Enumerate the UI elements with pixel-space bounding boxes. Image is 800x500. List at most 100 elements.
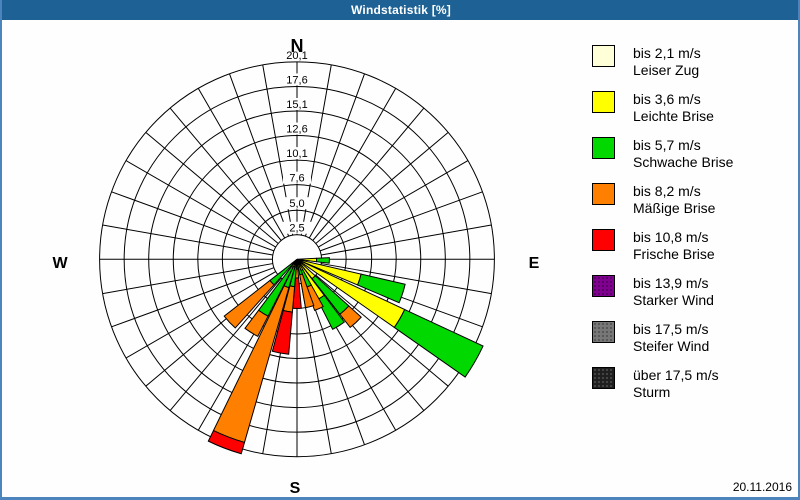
legend-label: über 17,5 m/s Sturm [633, 367, 719, 401]
legend-speed-range: über 17,5 m/s [633, 367, 719, 383]
legend-item: über 17,5 m/s Sturm [592, 367, 797, 401]
legend-label: bis 3,6 m/s Leichte Brise [633, 91, 714, 125]
legend-label: bis 10,8 m/s Frische Brise [633, 229, 715, 263]
legend-class-name: Sturm [633, 384, 671, 400]
date-stamp: 20.11.2016 [732, 480, 792, 494]
compass-south-label: S [290, 480, 301, 497]
petal-segment-green [393, 308, 484, 378]
legend-speed-range: bis 5,7 m/s [633, 137, 701, 153]
legend-item: bis 13,9 m/s Starker Wind [592, 275, 797, 309]
legend-color-swatch [592, 91, 615, 113]
compass-east-label: E [529, 255, 540, 272]
legend-speed-range: bis 17,5 m/s [633, 321, 709, 337]
grid-spoke [319, 191, 483, 252]
windrose-petals [207, 257, 484, 455]
legend-label: bis 5,7 m/s Schwache Brise [633, 137, 733, 171]
legend-color-swatch [592, 183, 615, 205]
grid-spoke [315, 132, 449, 244]
legend-class-name: Mäßige Brise [633, 200, 716, 216]
legend-class-name: Leichte Brise [633, 108, 714, 124]
radial-axis-labels: 2,5 5,0 7,6 10,1 12,6 15,1 17,6 20,1 [283, 48, 311, 235]
legend-color-swatch [592, 321, 615, 343]
legend-color-swatch [592, 45, 615, 67]
petal-segment-orange [339, 305, 362, 329]
polar-grid [99, 61, 495, 458]
legend-item: bis 5,7 m/s Schwache Brise [592, 137, 797, 171]
compass-west-label: W [52, 255, 68, 272]
legend-class-name: Frische Brise [633, 246, 715, 262]
petal-segment-red [207, 429, 246, 455]
legend-class-name: Leiser Zug [633, 62, 700, 78]
legend-speed-range: bis 13,9 m/s [633, 275, 709, 291]
legend-color-swatch [592, 137, 615, 159]
grid-spoke [169, 107, 282, 241]
grid-spoke [321, 263, 492, 295]
legend-speed-range: bis 2,1 m/s [633, 45, 701, 61]
legend-speed-range: bis 8,2 m/s [633, 183, 701, 199]
axis-tick-label: 10,1 [286, 148, 307, 160]
axis-tick-label: 15,1 [286, 99, 307, 111]
grid-spoke [300, 283, 332, 454]
grid-spoke [308, 88, 397, 239]
compass-labels: N S W E [52, 36, 539, 497]
axis-label-backing [283, 147, 311, 160]
axis-tick-label: 12,6 [286, 124, 307, 136]
grid-spoke [318, 160, 469, 248]
axis-label-backing [283, 122, 311, 135]
axis-tick-label: 7,6 [289, 173, 304, 185]
grid-spoke [321, 224, 492, 256]
legend-item: bis 17,5 m/s Steifer Wind [592, 321, 797, 355]
petal-segment-red [271, 309, 293, 355]
legend-class-name: Steifer Wind [633, 338, 710, 354]
grid-spoke [145, 132, 279, 244]
axis-label-backing [283, 197, 311, 210]
legend-item: bis 8,2 m/s Mäßige Brise [592, 183, 797, 217]
window-title: Windstatistik [%] [2, 0, 798, 20]
grid-spoke [315, 274, 449, 387]
grid-spoke [304, 73, 365, 237]
axis-label-backing [283, 98, 311, 111]
legend-speed-range: bis 3,6 m/s [633, 91, 701, 107]
grid-spoke [197, 88, 286, 239]
petal-segment-green [315, 257, 330, 264]
legend-speed-range: bis 10,8 m/s [633, 229, 709, 245]
axis-label-backing [283, 171, 311, 184]
legend-item: bis 10,8 m/s Frische Brise [592, 229, 797, 263]
legend-label: bis 13,9 m/s Starker Wind [633, 275, 714, 309]
axis-tick-label: 20,1 [286, 50, 307, 62]
grid-spoke [169, 277, 282, 411]
petal-segment-orange [244, 309, 269, 337]
legend-class-name: Starker Wind [633, 292, 714, 308]
legend-item: bis 3,6 m/s Leichte Brise [592, 91, 797, 125]
axis-tick-label: 17,6 [286, 74, 307, 86]
petal-segment-green [316, 294, 345, 330]
axis-tick-label: 2,5 [289, 223, 304, 235]
grid-spoke [102, 263, 273, 295]
axis-label-backing [283, 48, 311, 61]
grid-spoke [102, 224, 273, 256]
axis-label-backing [283, 73, 311, 86]
wind-class-legend: bis 2,1 m/s Leiser Zug bis 3,6 m/s Leichte … [592, 45, 797, 413]
petal-segment-orange [299, 273, 315, 309]
legend-class-name: Schwache Brise [633, 154, 734, 170]
grid-spoke [312, 107, 425, 241]
axis-tick-label: 5,0 [289, 198, 304, 210]
legend-label: bis 8,2 m/s Mäßige Brise [633, 183, 715, 217]
grid-spoke [125, 160, 276, 248]
grid-spoke [125, 271, 276, 359]
grid-spoke [229, 73, 290, 237]
petal-segment-green [356, 273, 406, 304]
grid-spoke [111, 191, 275, 252]
legend-color-swatch [592, 367, 615, 389]
petal-segment-orange [305, 284, 324, 312]
axis-label-backing [283, 221, 311, 234]
legend-color-swatch [592, 229, 615, 251]
legend-label: bis 2,1 m/s Leiser Zug [633, 45, 701, 79]
legend-color-swatch [592, 275, 615, 297]
petal-segment-orange [223, 279, 275, 329]
grid-spoke [111, 267, 275, 328]
legend-item: bis 2,1 m/s Leiser Zug [592, 45, 797, 79]
legend-label: bis 17,5 m/s Steifer Wind [633, 321, 709, 355]
